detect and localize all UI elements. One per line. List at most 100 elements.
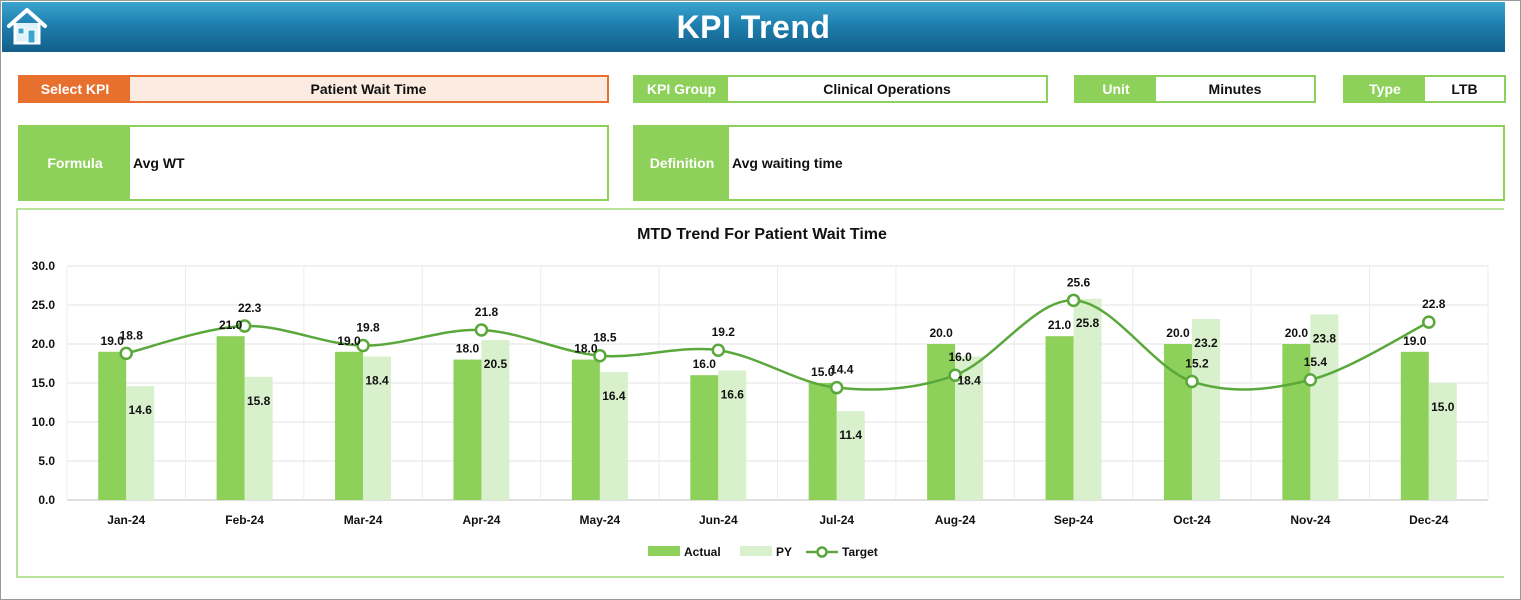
actual-data-label: 20.0 [929,326,953,340]
target-point [1185,374,1199,389]
formula-value: Avg WT [133,155,185,171]
title-banner: KPI Trend [2,2,1505,52]
select-kpi-value[interactable]: Patient Wait Time [130,77,607,101]
target-point [474,323,489,337]
target-data-label: 14.4 [830,363,854,377]
actual-bar [1163,344,1192,500]
target-data-label: 18.8 [120,328,144,342]
target-data-label: 15.2 [1185,356,1209,370]
home-icon[interactable] [6,6,48,46]
x-tick-label: Jan-24 [107,513,145,527]
actual-data-label: 21.0 [1048,318,1072,332]
target-data-label: 15.4 [1304,355,1328,369]
select-kpi-label: Select KPI [20,77,130,101]
actual-data-label: 19.0 [1403,334,1427,348]
py-bar [126,386,155,500]
target-point [1422,315,1436,329]
y-tick-label: 30.0 [32,259,56,273]
py-bar [1073,298,1102,500]
legend-actual-label: Actual [684,545,721,559]
actual-bar [1282,344,1311,500]
target-point [711,343,726,357]
py-bar [363,356,392,500]
legend-target-marker [816,546,828,558]
actual-data-label: 18.0 [456,342,480,356]
legend-actual-swatch [648,546,680,556]
select-kpi-field[interactable]: Select KPI Patient Wait Time [18,75,609,103]
actual-bar [571,359,600,500]
definition-box: Definition Avg waiting time [633,125,1505,201]
py-data-label: 23.2 [1194,336,1218,350]
x-tick-label: Aug-24 [935,513,976,527]
chart-title: MTD Trend For Patient Wait Time [637,226,887,243]
py-bar [481,340,510,500]
y-tick-label: 15.0 [32,376,56,390]
formula-box: Formula Avg WT [18,125,609,201]
x-tick-label: Apr-24 [462,513,500,527]
py-data-label: 16.6 [721,388,745,402]
y-tick-label: 0.0 [38,493,55,507]
kpi-group-value: Clinical Operations [823,81,951,97]
actual-data-label: 19.0 [101,334,125,348]
target-point [593,348,607,363]
y-tick-label: 5.0 [38,454,55,468]
x-tick-label: Jul-24 [819,513,854,527]
actual-bar [927,344,956,500]
actual-bar [690,375,719,500]
target-data-label: 18.5 [593,331,617,345]
py-data-label: 15.8 [247,394,271,408]
py-data-label: 11.4 [839,428,862,442]
actual-data-label: 15.0 [811,365,835,379]
actual-bar [98,351,127,500]
py-data-label: 16.4 [602,389,626,403]
unit-field: Unit Minutes [1074,75,1316,103]
actual-bar [1045,336,1074,500]
y-tick-label: 10.0 [32,415,56,429]
target-data-label: 16.0 [948,350,972,364]
legend-py-label: PY [776,545,792,559]
x-tick-label: Mar-24 [344,513,383,527]
actual-bar [216,336,245,500]
py-data-label: 25.8 [1076,316,1100,330]
unit-label: Unit [1076,77,1156,101]
target-point [948,368,962,382]
target-data-label: 22.8 [1422,297,1446,311]
legend-target-label: Target [842,545,878,559]
actual-data-label: 19.0 [337,334,361,348]
py-data-label: 23.8 [1313,331,1337,345]
definition-value: Avg waiting time [732,155,843,171]
target-point [356,338,370,353]
target-data-label: 25.6 [1067,275,1091,289]
target-point [119,346,133,361]
x-tick-label: Jun-24 [699,513,738,527]
y-tick-label: 25.0 [32,298,56,312]
py-bar [1428,383,1457,500]
x-tick-label: Oct-24 [1173,513,1211,527]
page-title: KPI Trend [676,8,831,45]
target-data-label: 22.3 [238,301,262,315]
target-point [1303,373,1318,387]
target-data-label: 21.8 [475,305,499,319]
target-point [237,319,252,333]
formula-label: Formula [20,127,130,199]
kpi-group-label: KPI Group [635,77,728,101]
x-tick-label: Dec-24 [1409,513,1449,527]
target-point [829,380,844,395]
target-data-label: 19.8 [356,321,380,335]
target-point [1066,293,1081,308]
chart-container: MTD Trend For Patient Wait Time [16,208,1504,578]
type-value: LTB [1451,81,1478,97]
x-tick-label: Sep-24 [1054,513,1094,527]
py-bar [244,376,273,500]
type-label: Type [1345,77,1425,101]
actual-bar [808,383,837,500]
definition-label: Definition [635,127,729,199]
py-bar [1310,314,1339,500]
y-tick-label: 20.0 [32,337,56,351]
py-bar [836,411,865,500]
actual-bar [335,351,364,500]
actual-data-label: 18.0 [574,342,598,356]
kpi-group-field: KPI Group Clinical Operations [633,75,1048,103]
target-line [125,299,1430,391]
